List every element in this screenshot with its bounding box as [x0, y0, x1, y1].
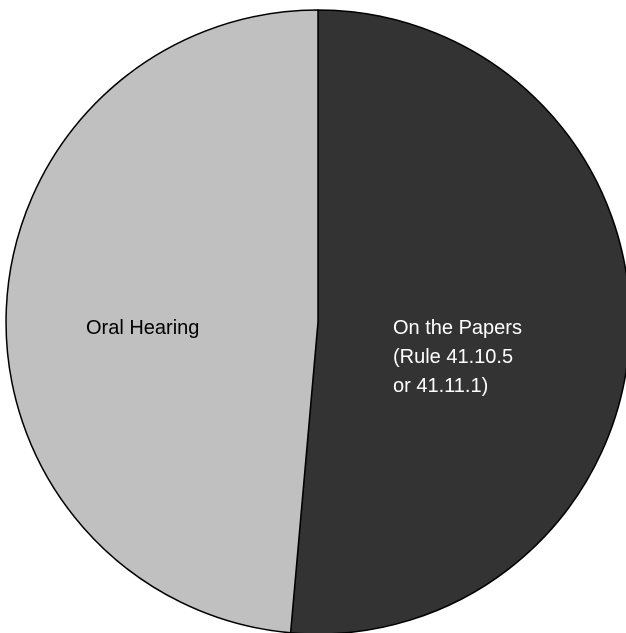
pie-labels: On the Papers (Rule 41.10.5 or 41.11.1) Ora… [86, 317, 522, 397]
pie-slice-0 [289, 9, 626, 633]
pie-slice-label-line: or 41.11.1) [393, 375, 488, 397]
pie-slice-label-line: (Rule 41.10.5 [393, 346, 513, 368]
pie-slice-1 [5, 9, 319, 633]
pie-slices [5, 9, 626, 633]
pie-slice-label-line: Oral Hearing [86, 317, 199, 339]
pie-slice-label-0: On the Papers (Rule 41.10.5 or 41.11.1) [393, 317, 522, 397]
pie-slice-label-1: Oral Hearing [86, 317, 199, 339]
pie-slice-label-line: On the Papers [393, 317, 522, 339]
